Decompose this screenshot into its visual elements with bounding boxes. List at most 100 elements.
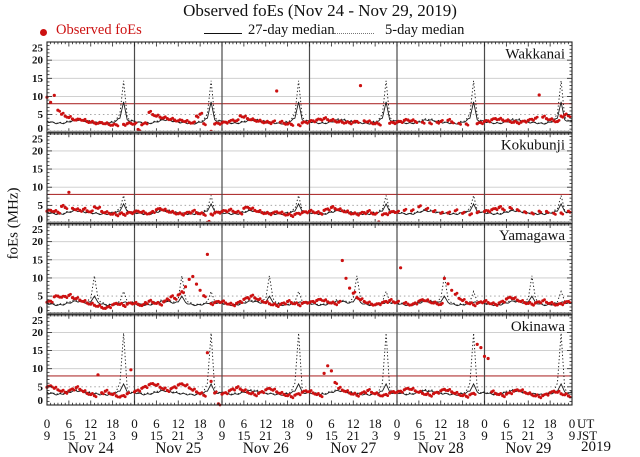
y-tick-label: 10: [32, 91, 44, 103]
observed-dot: [455, 208, 459, 212]
observed-dot: [58, 211, 61, 215]
observed-dot: [244, 114, 247, 118]
observed-dot: [291, 396, 295, 400]
observed-dot: [275, 89, 279, 93]
jst-tick-label: 15: [325, 428, 338, 443]
jst-tick-label: 15: [500, 428, 513, 443]
y-tick-label: 20: [32, 236, 44, 248]
observed-dot: [98, 303, 102, 307]
observed-dot: [353, 391, 357, 395]
observed-dot: [386, 301, 390, 304]
observed-dot: [346, 209, 349, 213]
observed-dot: [524, 211, 528, 215]
observed-dot: [561, 303, 565, 307]
jst-tick-label: 9: [219, 428, 226, 443]
observed-dot: [266, 300, 269, 303]
ut-tick-label: 6: [66, 416, 73, 431]
observed-dot: [204, 394, 207, 398]
observed-dot: [477, 210, 481, 213]
observed-dot: [328, 208, 331, 212]
y-tick-label: 20: [32, 55, 44, 67]
observed-dot: [269, 213, 273, 217]
observed-dot: [65, 207, 69, 211]
observed-dot: [280, 210, 284, 214]
y-tick-label: 10: [32, 182, 44, 194]
observed-dot: [225, 210, 229, 214]
observed-dot: [251, 391, 255, 394]
y-tick-label: 25: [32, 224, 44, 236]
observed-dot: [543, 114, 546, 118]
observed-dot: [171, 209, 175, 213]
observed-dot: [419, 389, 422, 393]
observed-dot: [163, 386, 167, 390]
observed-dot: [298, 213, 302, 216]
observed-dot: [322, 371, 326, 375]
observed-dot: [156, 382, 160, 386]
observed-dot: [193, 120, 196, 124]
observed-dot: [399, 266, 403, 270]
y-tick-label: 15: [32, 73, 44, 85]
observed-dot: [539, 301, 543, 305]
observed-dot: [320, 395, 324, 399]
observed-dot: [517, 209, 521, 213]
observed-dot: [486, 356, 490, 361]
observed-dot: [446, 282, 450, 286]
observed-dot: [214, 390, 218, 394]
observed-dot: [69, 292, 72, 296]
day-label: Nov 28: [418, 440, 464, 457]
observed-dot: [437, 121, 441, 125]
day-label: Nov 24: [68, 440, 114, 457]
y-tick-label: 15: [32, 164, 44, 176]
y-tick-label: 25: [32, 133, 44, 145]
observed-dot: [349, 122, 353, 126]
observed-dot: [357, 121, 360, 124]
jst-tick-label: 21: [522, 428, 535, 443]
observed-dot: [368, 209, 371, 212]
observed-dot: [247, 297, 251, 301]
observed-dot: [358, 84, 363, 88]
jst-tick-label: 9: [481, 428, 488, 443]
observed-dot: [145, 302, 149, 306]
observed-dot: [123, 305, 127, 308]
observed-dot: [331, 205, 335, 208]
observed-dot: [524, 120, 528, 124]
observed-dot: [451, 121, 455, 125]
jst-tick-label: 9: [394, 428, 401, 443]
observed-dot: [61, 111, 65, 115]
observed-dot: [546, 211, 550, 215]
observed-dot: [229, 301, 233, 305]
station-label: Kokubunji: [501, 137, 565, 153]
observed-dot: [430, 122, 433, 126]
observed-dot: [167, 298, 171, 302]
observed-dot: [251, 206, 255, 210]
observed-dot: [50, 300, 54, 304]
observed-dot: [426, 392, 430, 395]
observed-dot: [54, 209, 58, 212]
observed-dot: [204, 295, 207, 299]
observed-dot: [397, 209, 400, 213]
observed-dot: [171, 294, 175, 298]
jst-tick-label: 21: [259, 428, 272, 443]
observed-dot: [338, 385, 342, 389]
ut-tick-label: 12: [434, 416, 447, 431]
observed-dot: [554, 213, 557, 216]
observed-dot: [54, 385, 58, 389]
observed-dot: [455, 390, 459, 394]
observed-dot: [76, 207, 80, 211]
ut-tick-label: 0: [131, 416, 138, 431]
observed-dot: [222, 299, 226, 303]
jst-tick-label: 15: [62, 428, 75, 443]
solid-line-icon: [204, 33, 242, 34]
day-label: Nov 27: [330, 440, 376, 457]
observed-dot: [411, 386, 415, 390]
jst-tick-label: 9: [306, 428, 313, 443]
observed-dot: [174, 386, 178, 390]
observed-dot: [442, 276, 446, 280]
observed-dot: [448, 117, 452, 121]
observed-dot: [426, 298, 430, 302]
observed-dot: [320, 213, 324, 216]
jst-tick-label: 3: [109, 428, 116, 443]
observed-dot: [112, 211, 116, 215]
observed-dot: [309, 208, 313, 212]
